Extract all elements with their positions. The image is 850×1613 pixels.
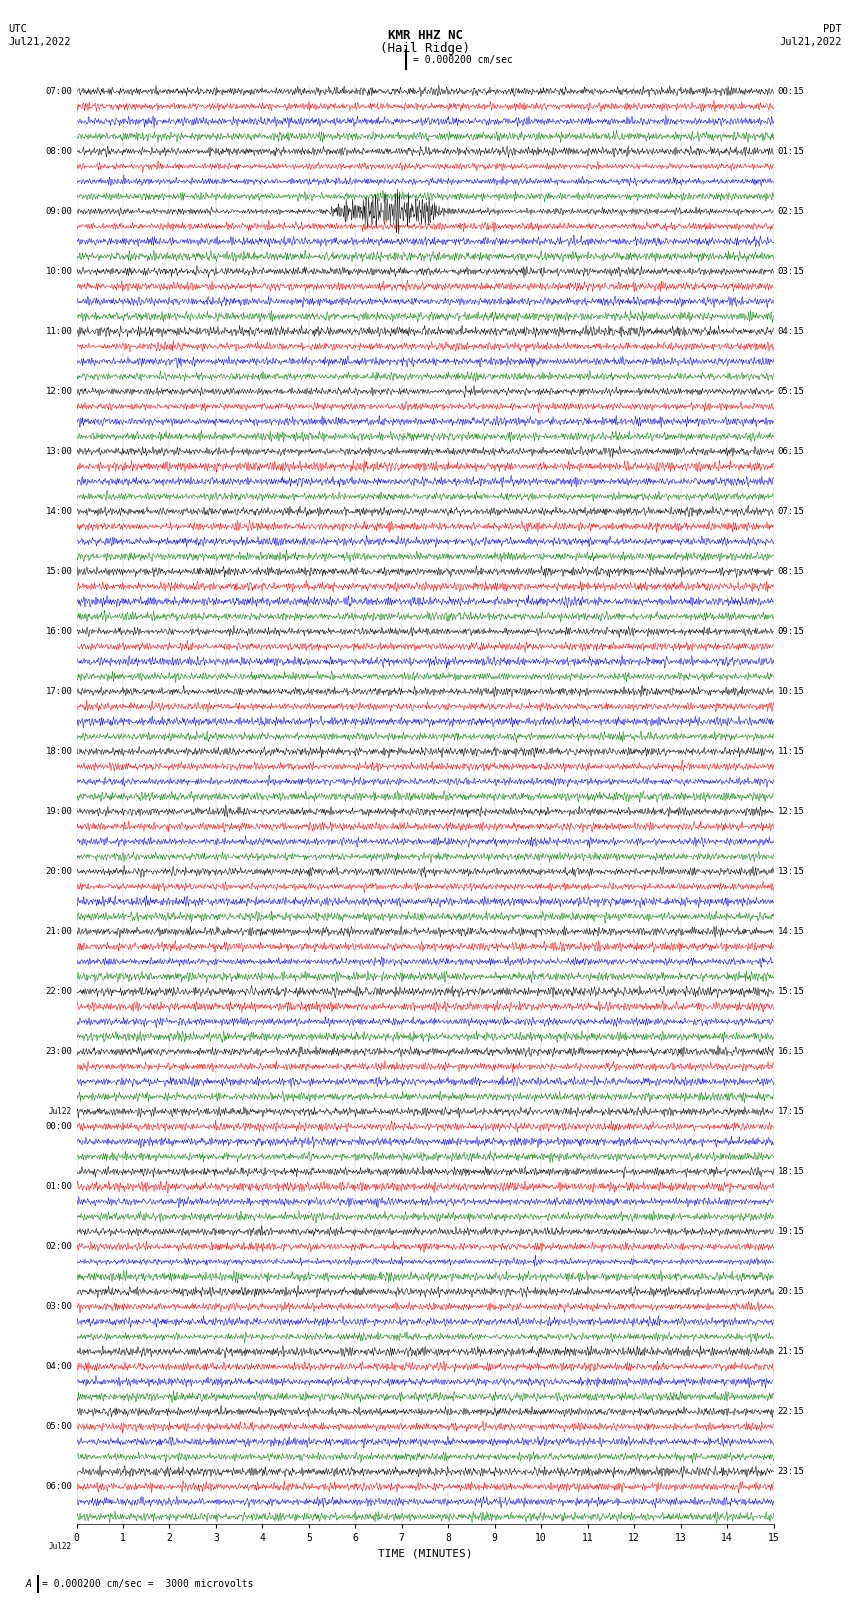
Text: Jul22: Jul22 [49,1542,72,1552]
Text: 04:00: 04:00 [45,1363,72,1371]
Text: 18:00: 18:00 [45,747,72,756]
X-axis label: TIME (MINUTES): TIME (MINUTES) [377,1548,473,1558]
Text: 03:00: 03:00 [45,1302,72,1311]
Text: 15:00: 15:00 [45,568,72,576]
Text: 11:00: 11:00 [45,327,72,336]
Text: 09:00: 09:00 [45,206,72,216]
Text: 02:00: 02:00 [45,1242,72,1252]
Text: 06:00: 06:00 [45,1482,72,1492]
Text: 22:00: 22:00 [45,987,72,997]
Text: 12:00: 12:00 [45,387,72,395]
Text: Jul21,2022: Jul21,2022 [8,37,71,47]
Text: 19:15: 19:15 [778,1227,805,1236]
Text: 17:15: 17:15 [778,1107,805,1116]
Text: Jul22: Jul22 [49,1107,72,1116]
Text: 09:15: 09:15 [778,627,805,636]
Text: 14:15: 14:15 [778,927,805,936]
Text: PDT: PDT [823,24,842,34]
Text: 19:00: 19:00 [45,806,72,816]
Text: 04:15: 04:15 [778,327,805,336]
Text: 06:15: 06:15 [778,447,805,456]
Text: 10:00: 10:00 [45,266,72,276]
Text: 16:00: 16:00 [45,627,72,636]
Text: 07:00: 07:00 [45,87,72,95]
Text: (Hail Ridge): (Hail Ridge) [380,42,470,55]
Text: 15:15: 15:15 [778,987,805,997]
Text: A: A [26,1579,31,1589]
Text: UTC: UTC [8,24,27,34]
Text: 20:00: 20:00 [45,868,72,876]
Text: 01:00: 01:00 [45,1182,72,1190]
Text: 05:00: 05:00 [45,1423,72,1431]
Text: 22:15: 22:15 [778,1407,805,1416]
Text: 02:15: 02:15 [778,206,805,216]
Text: 08:00: 08:00 [45,147,72,156]
Text: 05:15: 05:15 [778,387,805,395]
Text: 00:15: 00:15 [778,87,805,95]
Text: Jul21,2022: Jul21,2022 [779,37,842,47]
Text: 08:15: 08:15 [778,568,805,576]
Text: 03:15: 03:15 [778,266,805,276]
Text: 11:15: 11:15 [778,747,805,756]
Text: 17:00: 17:00 [45,687,72,697]
Text: = 0.000200 cm/sec: = 0.000200 cm/sec [413,55,513,65]
Text: 16:15: 16:15 [778,1047,805,1057]
Text: 01:15: 01:15 [778,147,805,156]
Text: 23:15: 23:15 [778,1468,805,1476]
Text: 21:15: 21:15 [778,1347,805,1357]
Text: 18:15: 18:15 [778,1168,805,1176]
Text: 14:00: 14:00 [45,506,72,516]
Text: 21:00: 21:00 [45,927,72,936]
Text: 07:15: 07:15 [778,506,805,516]
Text: 20:15: 20:15 [778,1287,805,1297]
Text: KMR HHZ NC: KMR HHZ NC [388,29,462,42]
Text: 10:15: 10:15 [778,687,805,697]
Text: 13:15: 13:15 [778,868,805,876]
Text: 12:15: 12:15 [778,806,805,816]
Text: 00:00: 00:00 [45,1123,72,1131]
Text: 23:00: 23:00 [45,1047,72,1057]
Text: 13:00: 13:00 [45,447,72,456]
Text: = 0.000200 cm/sec =  3000 microvolts: = 0.000200 cm/sec = 3000 microvolts [42,1579,254,1589]
